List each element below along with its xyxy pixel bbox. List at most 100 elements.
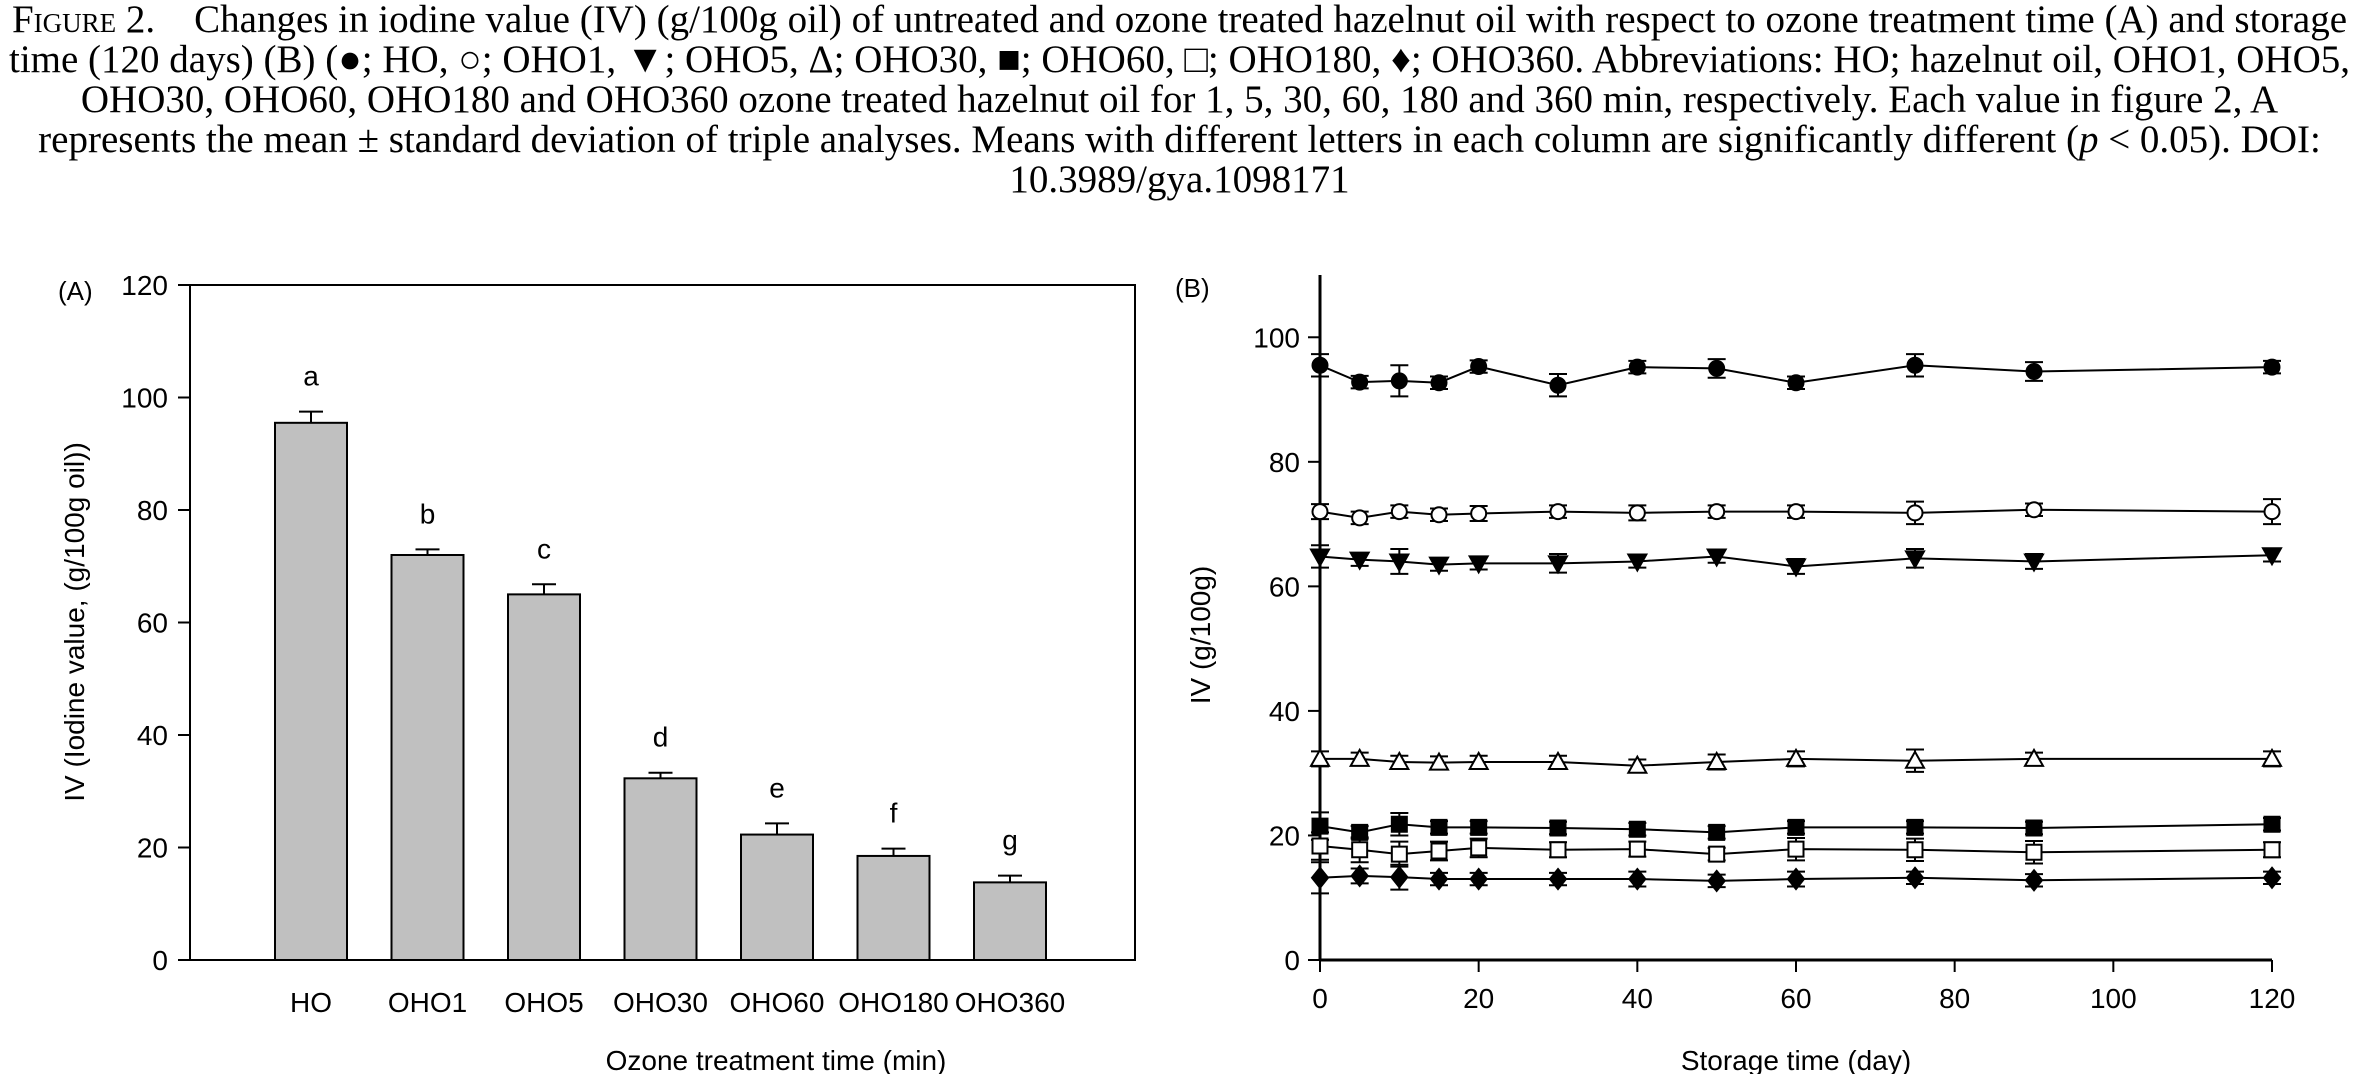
panel-a-y-axis-label: IV (Iodine value, (g/100g oil)) — [59, 442, 90, 802]
marker-square-filled — [1549, 819, 1567, 837]
marker-square-open — [1311, 837, 1329, 855]
panel-a-x-axis-label: Ozone treatment time (min) — [606, 1045, 947, 1074]
panel-b-x-tick-label: 120 — [2249, 983, 2296, 1014]
panel-b-y-axis-label: IV (g/100g) — [1185, 566, 1216, 705]
marker-diamond-filled — [1628, 867, 1647, 891]
marker-square-open — [1390, 845, 1408, 863]
marker-square-open — [1470, 839, 1488, 857]
marker-triangle-up-open — [1626, 754, 1649, 774]
marker-triangle-up-open — [2261, 747, 2283, 767]
panel-a-y-tick-label: 80 — [137, 495, 168, 526]
panel-a-y-tick-label: 20 — [137, 833, 168, 864]
series-circle-open — [1311, 498, 2281, 527]
panel-a-y-tick-label: 120 — [121, 270, 168, 301]
panel-b-label: (B) — [1175, 273, 1210, 303]
marker-square-filled — [1430, 818, 1448, 836]
marker-triangle-up-open — [1309, 747, 1331, 767]
panel-b-line-chart: 0 20 40 60 80 100 120 0 20 40 60 80 100 (B) Storage ti… — [1175, 273, 2295, 1074]
significance-letter: b — [420, 498, 436, 529]
bar-oho30 — [623, 777, 698, 961]
marker-circle-open — [1390, 503, 1408, 521]
marker-circle-filled — [2025, 363, 2043, 381]
marker-square-filled — [1351, 823, 1369, 841]
marker-square-filled — [1628, 820, 1646, 838]
marker-triangle-up-open — [1348, 747, 1371, 767]
marker-square-filled — [1470, 818, 1488, 836]
marker-circle-open — [1430, 506, 1448, 524]
marker-square-filled — [2263, 815, 2281, 833]
marker-circle-filled — [1708, 359, 1726, 377]
panel-b-y-tick-label: 0 — [1284, 945, 1300, 976]
marker-diamond-filled — [1786, 867, 1806, 891]
marker-square-open — [1430, 842, 1448, 860]
caption-label: Figure 2. — [11, 0, 156, 41]
bar-oho180 — [856, 854, 931, 961]
marker-circle-open — [1628, 504, 1646, 522]
panel-a-x-tick-label: OHO30 — [613, 987, 708, 1018]
marker-circle-open — [2025, 501, 2043, 519]
marker-circle-open — [1351, 509, 1369, 527]
marker-triangle-down-filled — [1785, 558, 1807, 578]
panel-a-x-tick-label: OHO1 — [388, 987, 467, 1018]
marker-circle-open — [1787, 503, 1805, 521]
panel-b-x-tick-label: 0 — [1312, 983, 1328, 1014]
bar-oho5 — [507, 593, 581, 961]
marker-triangle-up-open — [1388, 750, 1411, 770]
marker-triangle-up-open — [1904, 749, 1926, 769]
marker-diamond-filled — [2024, 868, 2044, 892]
marker-triangle-down-filled — [1547, 555, 1569, 575]
marker-square-filled — [2025, 819, 2043, 837]
panel-a-label: (A) — [58, 276, 93, 306]
panel-b-x-tick-label: 60 — [1780, 983, 1811, 1014]
marker-circle-open — [1311, 503, 1329, 521]
panel-a-x-tick-label: HO — [290, 987, 332, 1018]
panel-a-x-tick-label: OHO360 — [955, 987, 1066, 1018]
marker-triangle-up-open — [1547, 750, 1569, 770]
marker-square-open — [1549, 841, 1567, 859]
marker-triangle-down-filled — [1705, 548, 1728, 568]
marker-square-open — [1787, 840, 1805, 858]
bar-oho60 — [740, 833, 814, 961]
bar-ho — [274, 421, 348, 961]
marker-diamond-filled — [1390, 865, 1409, 889]
marker-square-filled — [1906, 818, 1924, 836]
marker-triangle-down-filled — [1309, 548, 1331, 568]
series-square-filled — [1311, 811, 2281, 841]
series-diamond-filled — [1310, 861, 2282, 895]
significance-letter: g — [1002, 825, 1018, 856]
series-circle-filled — [1311, 353, 2281, 398]
panel-a-x-tick-label: OHO60 — [730, 987, 825, 1018]
marker-triangle-up-open — [1705, 750, 1728, 770]
marker-square-open — [1351, 841, 1369, 859]
marker-diamond-filled — [1310, 866, 1330, 890]
panel-a-y-tick-label: 60 — [137, 608, 168, 639]
significance-letter: e — [769, 772, 785, 803]
figure-caption: Figure 2. Changes in iodine value (IV) (… — [0, 0, 2359, 200]
marker-circle-open — [2263, 503, 2281, 521]
marker-circle-open — [1906, 504, 1924, 522]
marker-square-filled — [1708, 823, 1726, 841]
marker-triangle-up-open — [1467, 750, 1490, 770]
panel-a-y-tick-label: 40 — [137, 720, 168, 751]
series-square-open — [1311, 831, 2281, 868]
marker-triangle-up-open — [2023, 747, 2045, 767]
marker-diamond-filled — [2262, 866, 2282, 890]
panel-b-y-tick-label: 20 — [1269, 820, 1300, 851]
caption-text: Changes in iodine value (IV) (g/100g oil… — [8, 0, 2350, 161]
caption-text-end: < 0.05). DOI: 10.3989/gya.1098171 — [1009, 118, 2321, 201]
bar-oho360 — [973, 881, 1047, 961]
marker-triangle-up-open — [1428, 751, 1450, 771]
marker-circle-open — [1708, 503, 1726, 521]
panel-a-x-tick-label: OHO180 — [838, 987, 949, 1018]
marker-triangle-down-filled — [1467, 555, 1490, 575]
panel-b-x-tick-label: 40 — [1622, 983, 1653, 1014]
series-line — [1320, 757, 2272, 767]
marker-triangle-down-filled — [1388, 553, 1411, 573]
marker-diamond-filled — [1469, 867, 1488, 891]
marker-diamond-filled — [1548, 867, 1568, 891]
caption-p-symbol: p — [2078, 118, 2099, 161]
marker-triangle-down-filled — [1348, 551, 1371, 571]
panel-b-y-tick-label: 80 — [1269, 447, 1300, 478]
significance-letter: d — [653, 722, 669, 753]
